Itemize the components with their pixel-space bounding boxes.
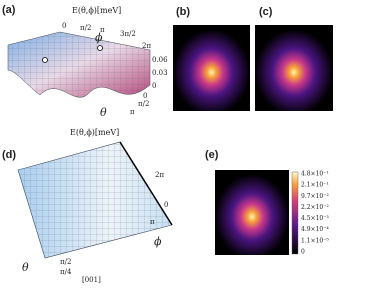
colorbar-tick-label: 1.1×10⁻⁵	[301, 237, 329, 244]
tick-label: π	[100, 26, 105, 34]
panel-label: (c)	[259, 6, 273, 18]
tick-label: 0	[143, 92, 147, 100]
heatmap	[173, 25, 250, 111]
surface-mesh	[18, 142, 172, 258]
colorbar-tick-label: 2.2×10⁻²	[301, 204, 329, 211]
tick-label: 3π/2	[120, 30, 136, 38]
colorbar-tick-label: 0	[301, 249, 305, 256]
axis-note: [001]	[82, 276, 101, 284]
tick-label: 0.03	[152, 69, 168, 77]
panel-d: (d) E(θ,ϕ)[meV] 0 π 2π ϕ θ π/2 π/4 [001]	[2, 128, 173, 284]
plot-title: E(θ,ϕ)[meV]	[72, 6, 121, 15]
panel-a: (a) E(θ,ϕ)[meV] ϕ θ 0 π/2 π 3π/2 2π 0.06…	[2, 4, 168, 119]
colorbar-ticks: 4.8×10⁻¹ 2.1×10⁻¹ 9.7×10⁻² 2.2×10⁻² 4.5×10⁻³…	[301, 171, 329, 256]
tick-label: π/2	[80, 24, 91, 32]
colorbar-tick-label: 4.8×10⁻¹	[301, 171, 329, 178]
tick-label: 2π	[142, 42, 151, 50]
axis-label: ϕ	[154, 235, 162, 248]
heatmap	[255, 25, 333, 111]
tick-label: 0	[164, 201, 168, 209]
surface-mesh	[8, 32, 150, 98]
tick-label: π	[130, 108, 135, 116]
axis	[119, 141, 173, 226]
marker	[97, 45, 103, 51]
panel-label: (a)	[2, 4, 16, 16]
tick-label: 0.06	[152, 56, 168, 64]
colorbar-tick-label: 4.9×10⁻⁴	[301, 226, 329, 233]
panel-b: (b)	[173, 6, 250, 111]
heatmap	[215, 170, 289, 255]
tick-label: 0	[152, 82, 156, 90]
tick-label: π/2	[60, 258, 71, 266]
colorbar-tick-label: 4.5×10⁻³	[301, 215, 329, 222]
panel-c: (c)	[255, 6, 333, 111]
colorbar-tick-label: 2.1×10⁻¹	[301, 182, 329, 189]
tick-label: 2π	[155, 171, 164, 179]
axis-label: θ	[100, 106, 107, 119]
colorbar	[291, 171, 299, 255]
tick-label: 0	[62, 22, 66, 30]
panel-e: (e) 4.8×10⁻¹ 2.1×10⁻¹ 9.7×10⁻² 2.2×10⁻² 4.5×…	[205, 149, 329, 256]
axis-label: θ	[22, 261, 29, 274]
panel-label: (d)	[2, 149, 16, 161]
tick-label: π	[150, 218, 155, 226]
panel-label: (e)	[205, 149, 219, 161]
colorbar-tick-label: 9.7×10⁻²	[301, 193, 329, 200]
marker	[42, 57, 48, 63]
panel-label: (b)	[176, 6, 190, 18]
plot-title: E(θ,ϕ)[meV]	[70, 128, 119, 137]
axis-label: ϕ	[95, 31, 103, 44]
tick-label: π/2	[138, 100, 149, 108]
tick-label: π/4	[60, 268, 72, 276]
